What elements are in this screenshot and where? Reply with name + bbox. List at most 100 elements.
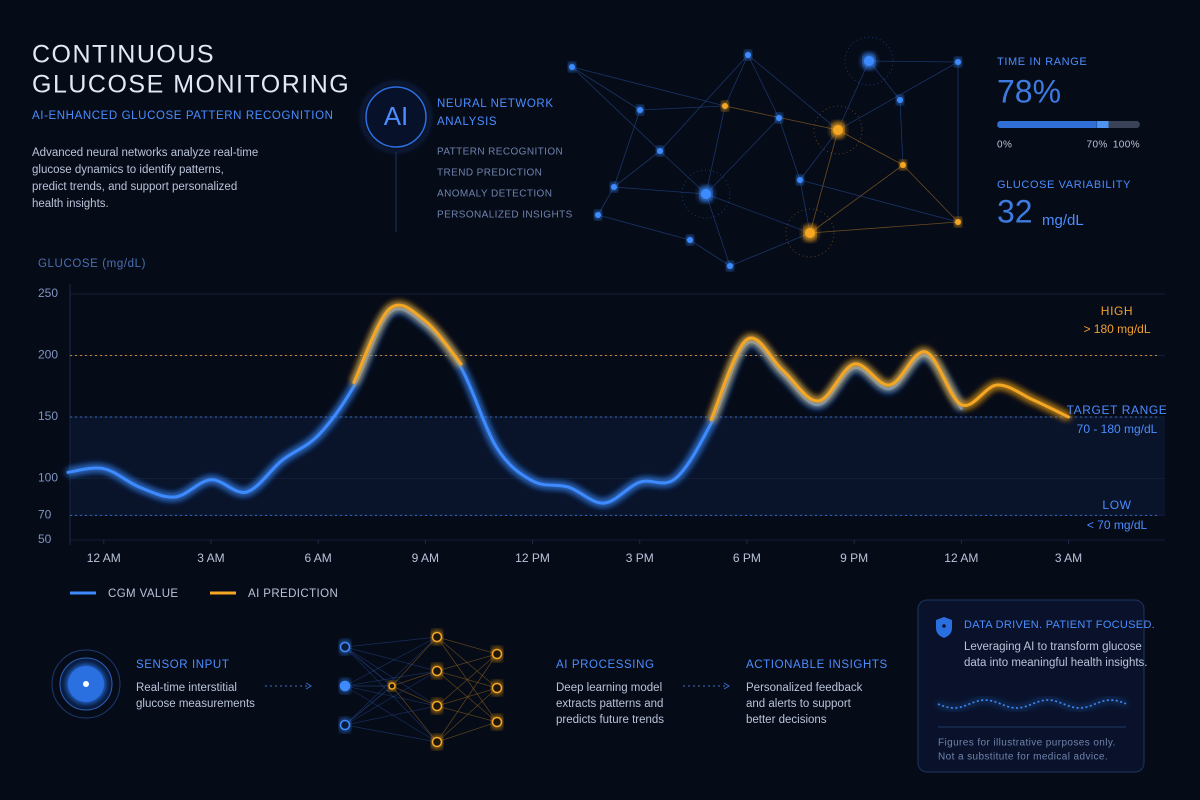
annotation-title: TARGET RANGE <box>1067 403 1168 417</box>
network-edge <box>902 164 959 223</box>
nn-edge <box>344 670 438 726</box>
network-node <box>897 97 903 103</box>
nn-edge <box>391 636 438 687</box>
network-edge <box>597 214 691 241</box>
y-tick-label: 100 <box>38 471 58 485</box>
ai-panel-item: TREND PREDICTION <box>437 168 542 179</box>
network-edge <box>705 117 780 195</box>
nn-edge <box>344 646 438 672</box>
y-tick-label: 70 <box>38 508 52 522</box>
network-node <box>701 189 711 199</box>
network-edge <box>597 186 615 216</box>
network-edge <box>724 54 749 107</box>
progress-tick-label: 70% <box>1086 140 1107 151</box>
pipeline-text: Personalized feedback <box>746 682 863 694</box>
nn-edge <box>391 670 438 687</box>
nn-edge <box>344 705 438 726</box>
nn-edge <box>344 636 438 648</box>
network-node <box>745 52 751 58</box>
shield-dot <box>942 624 946 628</box>
nn-edge <box>436 687 498 743</box>
network-node <box>797 177 803 183</box>
card-title: DATA DRIVEN. PATIENT FOCUSED. <box>964 619 1155 631</box>
nn-edge <box>344 636 438 687</box>
x-tick-label: 12 AM <box>944 551 978 565</box>
pipeline-text: better decisions <box>746 714 827 726</box>
progress-fill <box>997 121 1109 128</box>
y-tick-label: 150 <box>38 409 58 423</box>
nn-node <box>431 700 443 712</box>
series-line <box>352 303 1071 421</box>
x-tick-label: 9 AM <box>412 551 439 565</box>
nn-edge <box>436 653 498 672</box>
stat-value: 78% <box>997 73 1061 109</box>
nn-node <box>388 682 396 690</box>
network-edge <box>613 186 707 195</box>
pipeline-text: predicts future trends <box>556 714 664 726</box>
nn-node <box>491 716 503 728</box>
y-axis-label: GLUCOSE (mg/dL) <box>38 258 146 270</box>
card-text: data into meaningful health insights. <box>964 657 1147 669</box>
network-edge <box>659 150 707 195</box>
title-line: CONTINUOUS <box>32 41 215 69</box>
network-edge <box>837 60 870 131</box>
network-node <box>637 107 643 113</box>
network-node <box>955 59 961 65</box>
legend-label: CGM VALUE <box>108 588 178 600</box>
network-node <box>727 263 733 269</box>
nn-node <box>491 682 503 694</box>
annotation-title: HIGH <box>1101 304 1133 318</box>
network-node <box>657 148 663 154</box>
nn-edge <box>436 721 498 743</box>
sensor-dot <box>83 681 89 687</box>
nn-node <box>339 719 351 731</box>
pipeline-text: glucose measurements <box>136 698 255 710</box>
network-edge <box>837 61 959 131</box>
progress-tick-label: 0% <box>997 140 1012 151</box>
network-edge <box>868 60 959 63</box>
subtitle: AI-ENHANCED GLUCOSE PATTERN RECOGNITION <box>32 110 334 122</box>
network-edge <box>705 105 726 195</box>
ai-badge-ring <box>365 86 427 148</box>
network-edge <box>571 66 726 107</box>
progress-highlight <box>1097 121 1109 128</box>
network-edge <box>571 66 641 111</box>
network-node <box>864 56 874 66</box>
card-footnote: Figures for illustrative purposes only. <box>938 738 1116 749</box>
ai-panel-item: PERSONALIZED INSIGHTS <box>437 210 573 221</box>
network-node <box>569 64 575 70</box>
description-line: Advanced neural networks analyze real-ti… <box>32 147 258 159</box>
x-tick-label: 3 PM <box>626 551 654 565</box>
pipeline-title: AI PROCESSING <box>556 659 655 671</box>
nn-edge <box>344 724 438 743</box>
annotation-text: > 180 mg/dL <box>1083 322 1150 336</box>
y-tick-label: 250 <box>38 286 58 300</box>
network-edge <box>837 129 904 166</box>
y-tick-label: 50 <box>38 532 52 546</box>
network-halo <box>681 169 731 219</box>
nn-edge <box>436 636 498 655</box>
nn-node <box>339 641 351 653</box>
legend-label: AI PREDICTION <box>248 588 338 600</box>
flow-arrow-head <box>723 682 730 690</box>
pipeline-title: SENSOR INPUT <box>136 659 229 671</box>
network-edge <box>705 193 811 234</box>
network-edge <box>613 109 641 188</box>
network-edge <box>809 164 904 234</box>
network-node <box>833 125 843 135</box>
stat-label: TIME IN RANGE <box>997 56 1087 68</box>
network-node <box>955 219 961 225</box>
title-line: GLUCOSE MONITORING <box>32 71 350 99</box>
ai-badge-halo <box>360 81 432 153</box>
card-wave <box>937 699 1127 709</box>
nn-node <box>431 736 443 748</box>
nn-edge <box>344 685 393 726</box>
sensor-ring <box>51 649 121 719</box>
network-edge <box>809 221 959 234</box>
description-line: glucose dynamics to identify patterns, <box>32 164 224 176</box>
x-tick-label: 9 PM <box>840 551 868 565</box>
stat-unit: mg/dL <box>1042 212 1084 229</box>
nn-edge <box>436 687 498 707</box>
pipeline-title: ACTIONABLE INSIGHTS <box>746 659 888 671</box>
network-edge <box>659 54 749 152</box>
